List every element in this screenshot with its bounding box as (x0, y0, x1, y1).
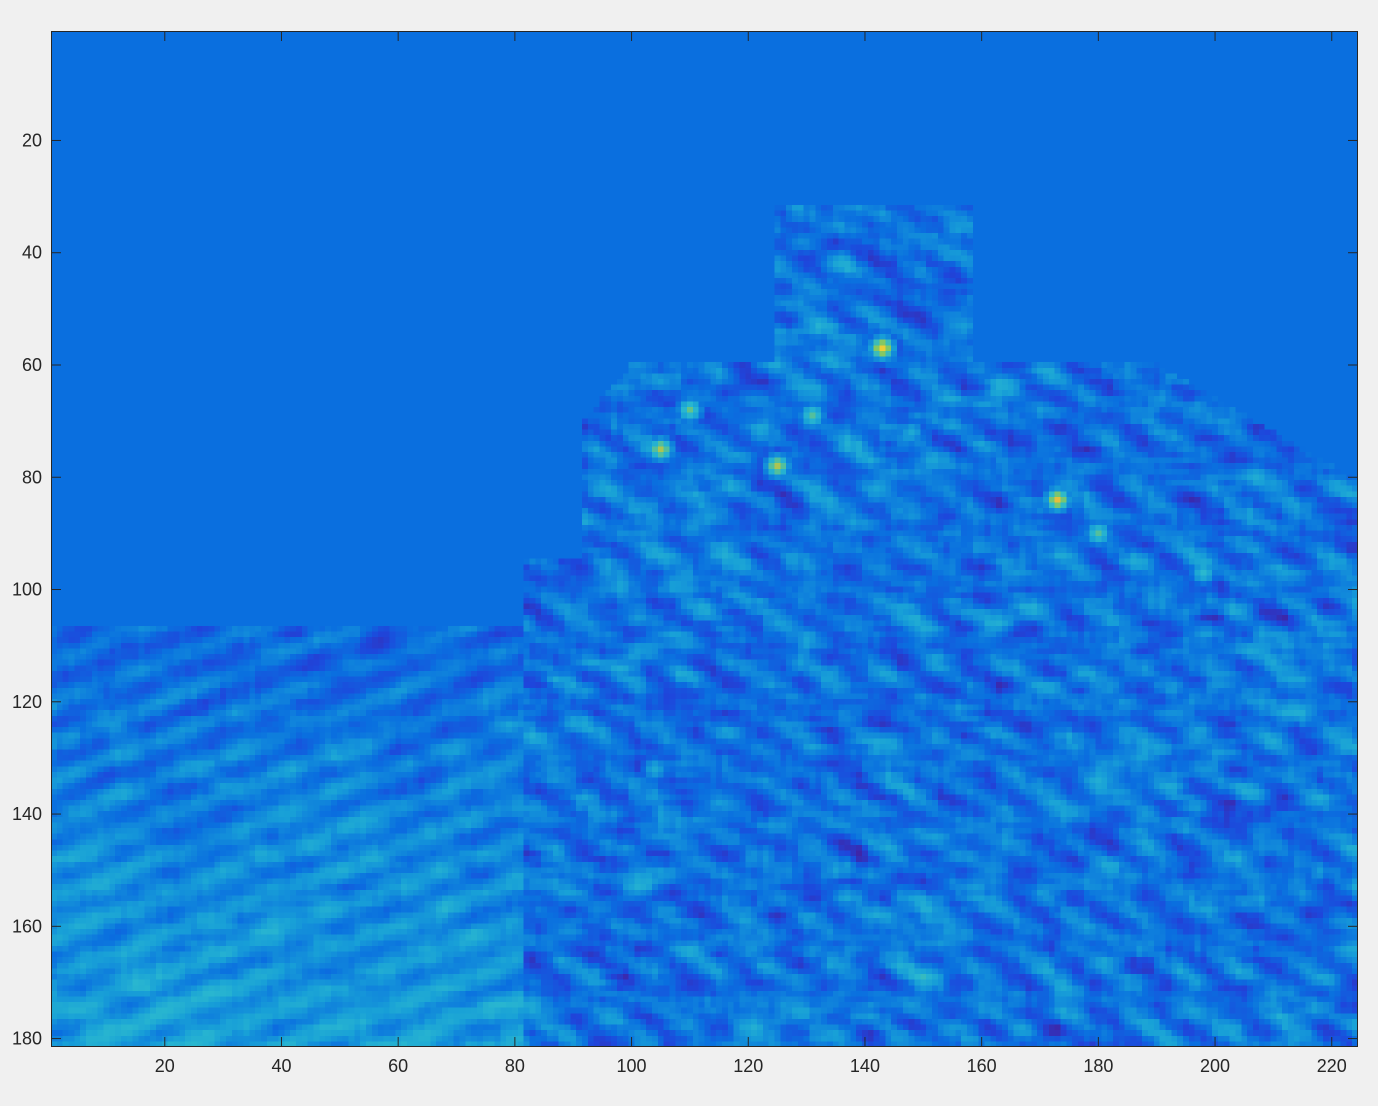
y-tick-label: 60 (22, 355, 42, 375)
y-tick-label: 40 (22, 243, 42, 263)
x-tick-label: 220 (1317, 1056, 1347, 1076)
y-tick-label: 140 (12, 804, 42, 824)
x-axis: 20 40 60 80 100 120 140 160 180 200 220 (155, 31, 1347, 1076)
y-tick-label: 180 (12, 1029, 42, 1049)
x-tick-label: 80 (505, 1056, 525, 1076)
x-tick-label: 200 (1200, 1056, 1230, 1076)
x-tick-label: 120 (733, 1056, 763, 1076)
x-tick-label: 140 (850, 1056, 880, 1076)
axes-box (51, 31, 1358, 1047)
x-tick-label: 160 (967, 1056, 997, 1076)
heatmap-image-container (51, 31, 1358, 1047)
x-tick-label: 100 (617, 1056, 647, 1076)
y-tick-label: 120 (12, 692, 42, 712)
y-tick-label: 160 (12, 916, 42, 936)
y-tick-label: 100 (12, 580, 42, 600)
y-axis: 20 40 60 80 100 120 140 160 180 (12, 130, 1358, 1049)
x-tick-label: 60 (388, 1056, 408, 1076)
plot-area (51, 31, 1358, 1047)
x-tick-label: 20 (155, 1056, 175, 1076)
x-tick-label: 180 (1083, 1056, 1113, 1076)
heatmap-image (51, 31, 1358, 1047)
x-tick-label: 40 (271, 1056, 291, 1076)
y-tick-label: 20 (22, 130, 42, 150)
y-tick-label: 80 (22, 467, 42, 487)
